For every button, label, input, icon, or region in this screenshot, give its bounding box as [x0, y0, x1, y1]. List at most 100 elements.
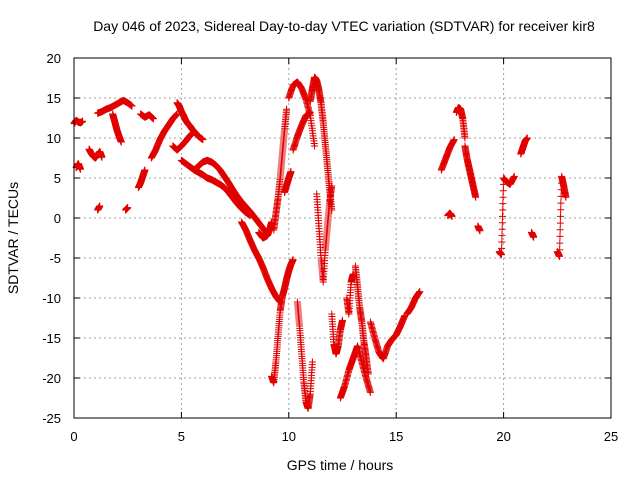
series-s38 — [528, 228, 538, 241]
series-s39 — [553, 172, 570, 260]
data-point — [448, 212, 456, 220]
series-s33 — [452, 104, 469, 142]
series-s4 — [94, 202, 104, 214]
series-s29 — [366, 312, 409, 363]
y-tick-label: 15 — [47, 91, 61, 106]
data-point — [556, 219, 564, 227]
data-point — [556, 226, 564, 234]
series-s6 — [109, 110, 125, 146]
x-tick-label: 20 — [496, 429, 510, 444]
series-s18 — [270, 105, 291, 234]
data-point — [289, 256, 297, 264]
x-tick-label: 10 — [282, 429, 296, 444]
data-point — [79, 117, 87, 125]
data-point — [557, 212, 565, 220]
data-point — [283, 105, 291, 113]
data-point — [556, 239, 564, 247]
data-point — [498, 238, 506, 246]
series-s28 — [351, 262, 372, 378]
data-point — [523, 134, 531, 142]
series-s21 — [285, 78, 319, 150]
data-point — [117, 138, 125, 146]
data-point — [328, 182, 336, 190]
data-point — [472, 193, 480, 201]
data-point — [311, 142, 319, 150]
data-point — [128, 102, 136, 110]
x-tick-label: 0 — [70, 429, 77, 444]
x-tick-label: 15 — [389, 429, 403, 444]
data-point — [98, 153, 106, 161]
data-point — [562, 193, 570, 201]
data-point — [556, 246, 564, 254]
series-s14 — [190, 156, 271, 238]
y-tick-label: 20 — [47, 51, 61, 66]
plot-frame — [73, 57, 612, 419]
chart-title: Day 046 of 2023, Sidereal Day-to-day VTE… — [93, 18, 595, 34]
series-s17 — [268, 256, 297, 387]
series-s24 — [313, 182, 336, 286]
data-point — [499, 212, 507, 220]
data-point — [450, 136, 458, 144]
data-point — [339, 316, 346, 324]
series-s35 — [474, 222, 484, 235]
y-tick-label: 5 — [54, 171, 61, 186]
x-tick-label: 25 — [604, 429, 618, 444]
series-s26 — [336, 342, 374, 402]
data-point — [510, 172, 518, 180]
series-s25 — [328, 310, 346, 358]
data-point — [141, 166, 149, 174]
data-point — [416, 288, 424, 296]
data-point — [364, 370, 372, 378]
data-point — [498, 232, 506, 240]
data-point — [199, 136, 207, 144]
data-point — [96, 202, 104, 210]
y-tick-label: -20 — [42, 371, 61, 386]
series-s23 — [306, 73, 336, 214]
data-point — [555, 252, 563, 260]
data-point — [530, 233, 538, 241]
series-s10 — [147, 110, 181, 162]
series-s12 — [173, 99, 207, 144]
series-s1 — [70, 116, 87, 128]
points-layer — [70, 73, 570, 412]
data-point — [366, 388, 374, 396]
y-tick-label: 0 — [54, 211, 61, 226]
data-point — [557, 199, 565, 207]
y-tick-label: -5 — [49, 251, 61, 266]
data-point — [499, 187, 507, 195]
data-point — [557, 206, 565, 214]
data-point — [497, 251, 505, 259]
data-point — [149, 115, 157, 123]
series-s2 — [72, 160, 84, 173]
series-s31 — [437, 136, 458, 174]
y-tick-label: -15 — [42, 331, 61, 346]
data-point — [556, 232, 564, 240]
data-point — [308, 358, 316, 366]
x-tick-label: 5 — [178, 429, 185, 444]
y-tick-label: 10 — [47, 131, 61, 146]
data-point — [287, 168, 295, 176]
series-s30 — [403, 288, 424, 318]
series-s19 — [281, 168, 295, 196]
data-point — [498, 225, 506, 233]
data-point — [499, 206, 507, 214]
data-point — [498, 244, 506, 252]
data-point — [476, 227, 484, 235]
series-s32 — [444, 209, 456, 220]
series-s7 — [122, 204, 132, 214]
grid-layer — [74, 58, 611, 418]
series-s9 — [137, 110, 157, 123]
y-tick-label: -10 — [42, 291, 61, 306]
data-point — [124, 204, 132, 212]
series-s5 — [94, 96, 136, 117]
data-point — [499, 193, 507, 201]
y-axis-label: SDTVAR / TECUs — [5, 182, 21, 294]
series-s8 — [134, 166, 149, 192]
series-s37 — [517, 134, 531, 158]
y-tick-label: -25 — [42, 411, 61, 426]
series-s3 — [85, 145, 106, 162]
data-point — [76, 165, 84, 173]
series-s34 — [461, 142, 480, 201]
data-point — [499, 200, 507, 208]
